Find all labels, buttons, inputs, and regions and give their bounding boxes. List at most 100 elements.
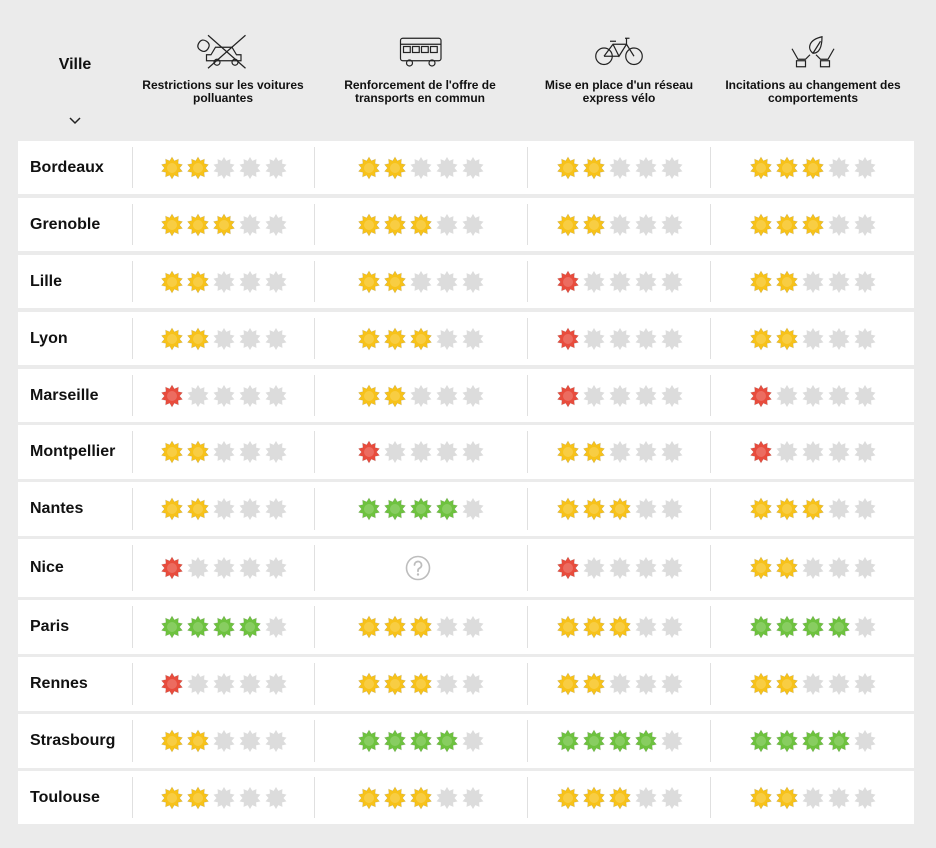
rating-star-filled-icon [160,785,184,810]
rating-star-filled-icon [383,155,407,180]
rating-star-filled-icon [160,440,184,464]
table-row: Marseille [18,369,914,422]
column-divider [314,431,315,473]
rating-star-empty-icon [462,441,484,463]
rating-star-filled-icon [186,269,210,294]
column-divider [710,261,711,302]
rating-star-filled-icon [775,155,799,180]
rating-star-empty-icon [187,673,209,695]
city-name: Nantes [30,500,84,517]
rating-star-filled-icon [383,615,407,639]
rating-comportements [749,198,879,251]
rating-star-filled-icon [357,269,381,294]
rating-star-empty-icon [661,786,683,809]
rating-star-filled-icon [608,497,632,521]
rating-star-empty-icon [213,673,235,695]
rating-star-empty-icon [854,730,876,752]
rating-star-empty-icon [213,156,235,179]
rating-star-filled-icon [608,729,632,753]
ville-column-header[interactable]: Ville [18,0,132,140]
rating-star-empty-icon [410,384,432,407]
rating-restrictions [160,482,290,536]
rating-star-filled-icon [634,729,658,753]
rating-star-empty-icon [828,327,850,350]
city-name: Lille [30,272,63,290]
column-divider [314,261,315,302]
rating-star-filled-icon [160,556,184,580]
rating-star-filled-icon [357,155,381,180]
chevron-down-icon[interactable] [68,114,82,128]
rating-star-empty-icon [436,327,458,350]
rating-star-filled-icon [775,556,799,580]
rating-star-empty-icon [410,270,432,293]
column-divider [314,375,315,416]
rating-restrictions [160,539,290,597]
rating-transports [357,657,487,711]
rating-star-empty-icon [635,213,657,236]
rating-star-filled-icon [749,556,773,580]
column-divider [527,545,528,591]
city-name: Paris [30,618,70,635]
rating-star-filled-icon [383,729,407,753]
column-divider [314,318,315,359]
rating-star-empty-icon [661,616,683,638]
rating-star-empty-icon [828,384,850,407]
rating-star-filled-icon [749,440,773,464]
rating-star-filled-icon [186,497,210,521]
city-name: Toulouse [30,788,100,806]
ville-label: Ville [58,56,92,73]
column-divider [527,663,528,705]
city-name: Montpellier [30,443,116,460]
city-name: Nice [30,559,64,576]
column-header-comportements: Incitations au changement des comporteme… [718,0,908,140]
rating-star-empty-icon [265,327,287,350]
rating-star-empty-icon [828,557,850,579]
rating-star-filled-icon [775,497,799,521]
rating-restrictions [160,312,290,365]
rating-star-empty-icon [661,327,683,350]
rating-star-empty-icon [462,730,484,752]
rating-star-empty-icon [802,673,824,695]
rating-star-empty-icon [828,441,850,463]
column-divider [710,318,711,359]
rating-star-filled-icon [582,497,606,521]
rating-star-filled-icon [775,326,799,351]
rating-star-filled-icon [556,269,580,294]
rating-star-filled-icon [435,729,459,753]
column-divider [132,777,133,818]
rating-star-empty-icon [239,498,261,520]
rating-star-empty-icon [854,557,876,579]
column-divider [527,431,528,473]
rating-star-empty-icon [609,441,631,463]
rating-star-filled-icon [160,729,184,753]
rating-restrictions [160,425,290,479]
rating-star-filled-icon [582,212,606,237]
rating-star-filled-icon [749,212,773,237]
rating-velo [556,255,686,308]
rating-star-empty-icon [854,441,876,463]
rating-star-empty-icon [265,557,287,579]
rating-star-empty-icon [802,557,824,579]
rating-star-empty-icon [436,384,458,407]
column-divider [710,663,711,705]
rating-star-empty-icon [462,616,484,638]
rating-star-filled-icon [357,785,381,810]
rating-restrictions [160,771,290,824]
rating-comportements [749,141,879,194]
column-divider [527,318,528,359]
rating-velo [556,369,686,422]
rating-star-empty-icon [213,270,235,293]
rating-velo [556,539,686,597]
rating-star-filled-icon [556,497,580,521]
rating-star-empty-icon [239,786,261,809]
rating-star-filled-icon [160,155,184,180]
column-label-restrictions: Restrictions sur les voitures polluantes [142,78,304,105]
rating-star-filled-icon [582,672,606,696]
rating-star-filled-icon [357,383,381,408]
rating-star-filled-icon [160,212,184,237]
rating-star-filled-icon [409,785,433,810]
rating-star-empty-icon [436,786,458,809]
rating-star-filled-icon [160,383,184,408]
rating-star-filled-icon [827,729,851,753]
city-name: Bordeaux [30,158,104,176]
